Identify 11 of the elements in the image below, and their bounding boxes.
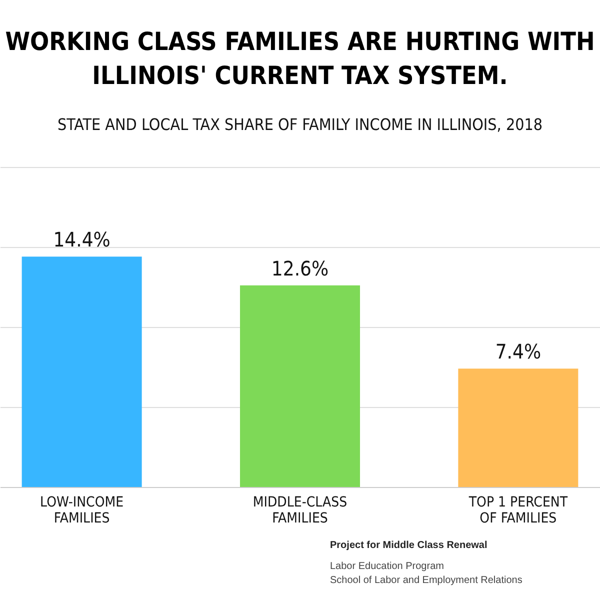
data-label: 12.6% xyxy=(271,256,329,280)
text: School of Labor and Employment Relations xyxy=(330,575,524,586)
text: Project for Middle Class Renewal xyxy=(330,540,488,551)
x-tick-label: LOW-INCOME FAMILIES xyxy=(40,494,124,526)
chart-subtitle: STATE AND LOCAL TAX SHARE OF FAMILY INCOME IN ILLINOIS, 2018 xyxy=(57,115,543,134)
data-label: 14.4% xyxy=(53,228,110,252)
x-tick-label: TOP 1 PERCENT OF FAMILIES xyxy=(468,494,568,526)
data-label: 7.4% xyxy=(495,340,542,364)
text: Labor Education Program xyxy=(330,561,445,572)
x-tick-label: MIDDLE-CLASS FAMILIES xyxy=(252,494,348,526)
chart-title: WORKING CLASS FAMILIES ARE HURTING WITH ILLINOIS' CURRENT TAX SYSTEM. xyxy=(5,27,595,90)
